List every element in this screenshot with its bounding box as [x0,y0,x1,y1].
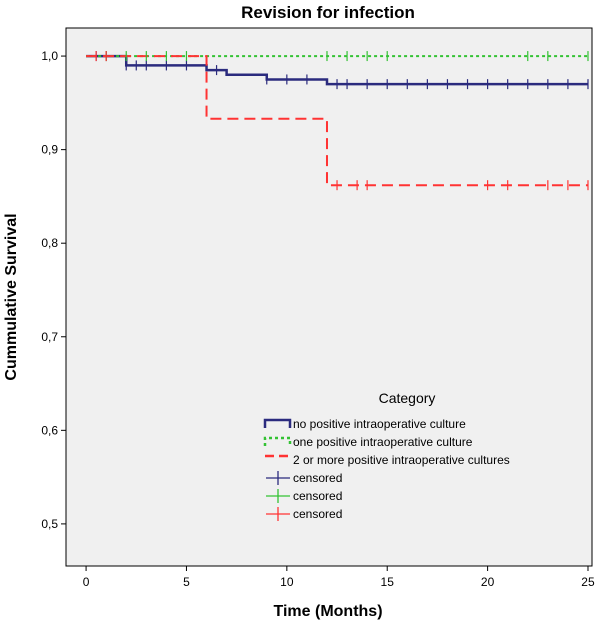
y-tick-label: 1,0 [41,49,58,63]
plot-area [65,27,593,567]
legend-label: censored [293,507,342,521]
legend-label: censored [293,471,342,485]
y-tick-label: 0,9 [41,143,58,157]
y-tick-label: 0,5 [41,517,58,531]
x-tick-label: 10 [280,575,294,589]
legend-label: no positive intraoperative culture [293,417,466,431]
legend-label: censored [293,489,342,503]
x-tick-label: 25 [581,575,595,589]
x-tick-label: 0 [83,575,90,589]
legend-label: one positive intraoperative culture [293,435,473,449]
x-axis-title: Time (Months) [273,603,382,620]
legend-item: censored [266,489,342,503]
legend: Category no positive intraoperative cult… [263,390,510,521]
y-tick-label: 0,8 [41,236,58,250]
legend-item: censored [266,507,342,521]
y-axis: 0,5 0,6 0,7 0,8 0,9 1,0 [41,49,66,531]
legend-item: 2 or more positive intraoperative cultur… [265,453,510,467]
legend-item: censored [266,471,342,485]
y-tick-label: 0,6 [41,423,58,437]
legend-item: no positive intraoperative culture [263,417,466,431]
legend-item: one positive intraoperative culture [263,435,473,449]
x-tick-label: 15 [381,575,395,589]
legend-symbol [263,418,292,428]
legend-label: 2 or more positive intraoperative cultur… [293,453,510,467]
y-tick-label: 0,7 [41,330,58,344]
x-axis: 0 5 10 15 20 25 [83,566,595,589]
legend-symbol [263,436,292,446]
x-tick-label: 20 [481,575,495,589]
y-axis-title: Cummulative Survival [3,213,20,380]
x-tick-label: 5 [183,575,190,589]
series-line [86,55,588,187]
legend-title: Category [379,390,436,406]
chart-title: Revision for infection [241,3,415,22]
censor-marks [95,51,589,191]
